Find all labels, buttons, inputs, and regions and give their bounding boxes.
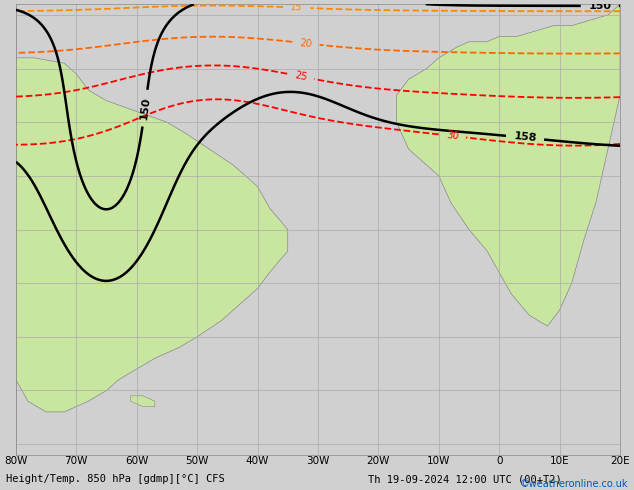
Text: 150: 150 <box>139 96 152 120</box>
Text: ©weatheronline.co.uk: ©weatheronline.co.uk <box>519 479 628 489</box>
Polygon shape <box>131 396 155 407</box>
Text: 15: 15 <box>290 2 303 13</box>
Text: 30: 30 <box>446 130 459 142</box>
Text: Th 19-09-2024 12:00 UTC (00+T2): Th 19-09-2024 12:00 UTC (00+T2) <box>368 474 562 484</box>
Text: Height/Temp. 850 hPa [gdmp][°C] CFS: Height/Temp. 850 hPa [gdmp][°C] CFS <box>6 474 225 484</box>
Text: 25: 25 <box>294 70 308 82</box>
Polygon shape <box>16 58 288 412</box>
Text: 150: 150 <box>588 1 611 11</box>
Text: 158: 158 <box>513 131 537 144</box>
Polygon shape <box>396 4 620 326</box>
Text: 20: 20 <box>299 38 313 49</box>
